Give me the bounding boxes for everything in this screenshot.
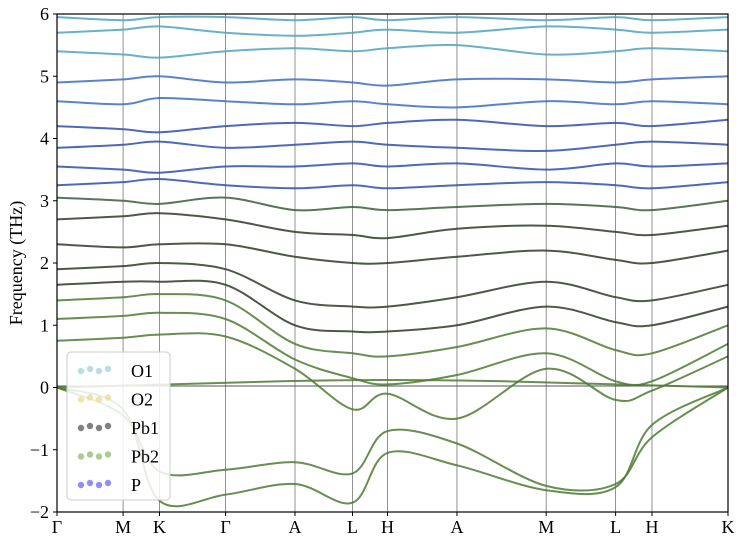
y-axis-title: Frequency (THz)	[6, 201, 27, 325]
legend-marker	[86, 422, 94, 430]
band-line	[56, 162, 729, 174]
y-tick-label: 2	[40, 253, 49, 273]
x-tick-label: K	[722, 517, 735, 537]
band-line	[56, 332, 729, 420]
legend-box	[66, 351, 171, 501]
y-axis-ticks: −2 −1 0 1 2 3 4 5 6	[30, 4, 57, 522]
legend-marker	[95, 367, 103, 375]
y-tick-label: 1	[40, 315, 49, 335]
legend-marker	[104, 451, 112, 458]
band-line	[56, 196, 729, 212]
legend-marker	[77, 424, 85, 432]
legend-marker	[86, 479, 94, 487]
x-tick-label: M	[115, 517, 131, 537]
x-tick-label: K	[153, 517, 166, 537]
band-line	[56, 75, 729, 87]
legend-marker	[104, 394, 112, 401]
band-line	[56, 96, 729, 109]
legend-marker	[95, 424, 103, 432]
band-line	[56, 177, 729, 190]
x-tick-label: L	[347, 517, 358, 537]
legend-label: Pb1	[131, 418, 159, 438]
legend-marker	[77, 396, 85, 403]
y-tick-label: 6	[40, 4, 49, 24]
x-tick-label: A	[450, 517, 463, 537]
y-tick-label: 4	[40, 129, 49, 149]
y-tick-label: 0	[40, 378, 49, 398]
x-tick-label: A	[288, 517, 301, 537]
band-line	[56, 242, 729, 265]
legend-marker	[86, 365, 94, 373]
legend-label: O1	[131, 361, 153, 381]
band-line	[56, 118, 729, 134]
legend-marker	[95, 396, 103, 403]
y-tick-label: 5	[40, 66, 49, 86]
band-line	[56, 15, 729, 22]
legend-marker	[86, 451, 94, 458]
legend-marker	[104, 422, 112, 430]
legend-marker	[77, 481, 85, 489]
legend-label: P	[131, 475, 141, 495]
band-line	[56, 43, 729, 59]
y-tick-label: 3	[40, 191, 49, 211]
band-line	[56, 212, 729, 240]
band-line	[56, 140, 729, 152]
legend-marker	[95, 453, 103, 460]
legend-marker	[104, 479, 112, 487]
legend-marker	[104, 365, 112, 373]
band-line	[56, 279, 729, 334]
y-tick-label: −2	[30, 502, 49, 522]
x-tick-label: M	[538, 517, 554, 537]
x-tick-label: H	[381, 517, 394, 537]
x-tick-label: Γ	[52, 517, 62, 537]
legend-marker	[95, 481, 103, 489]
x-tick-label: Γ	[220, 517, 230, 537]
legend-label: Pb2	[131, 447, 159, 467]
y-tick-label: −1	[30, 440, 49, 460]
band-line	[56, 261, 729, 309]
x-tick-label: L	[610, 517, 621, 537]
legend-marker	[77, 453, 85, 460]
band-line	[56, 25, 729, 37]
legend-label: O2	[131, 390, 153, 410]
legend-marker	[77, 367, 85, 375]
band-line	[56, 311, 729, 387]
legend-marker	[86, 394, 94, 401]
band-line	[56, 293, 729, 358]
x-tick-label: H	[645, 517, 658, 537]
legend: O1 O2 Pb1 Pb2 P	[66, 351, 171, 501]
